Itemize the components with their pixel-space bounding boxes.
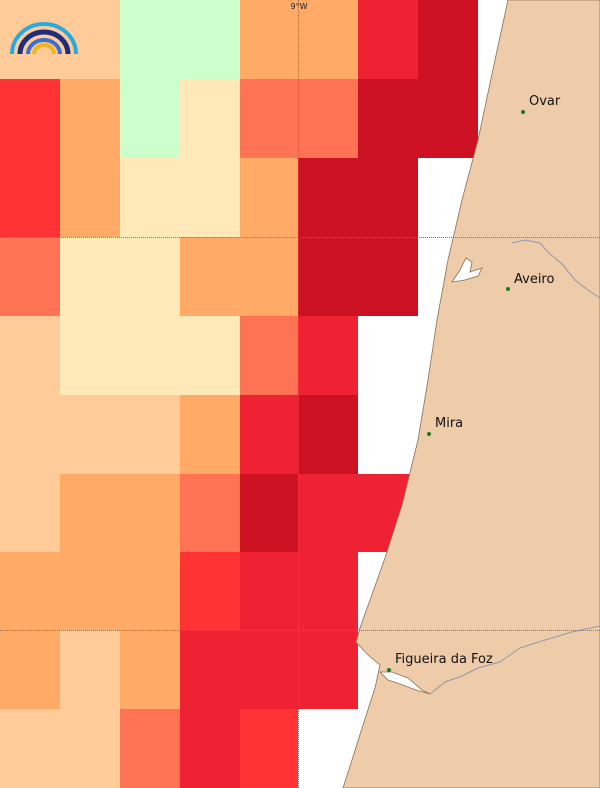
grid-cell (358, 0, 418, 79)
grid-cell (180, 709, 240, 788)
grid-cell (120, 630, 180, 709)
grid-cell (60, 79, 120, 158)
grid-cell (240, 0, 298, 79)
grid-cell (358, 237, 418, 316)
grid-cell (298, 395, 358, 474)
grid-cell (240, 474, 298, 552)
grid-cell (418, 0, 478, 79)
grid-cell (298, 316, 358, 395)
grid-cell (60, 158, 120, 237)
city-dot-figueira-da-foz[interactable] (387, 668, 391, 672)
grid-cell (180, 552, 240, 630)
grid-cell (0, 552, 60, 630)
grid-cell (60, 395, 120, 474)
grid-cell (60, 237, 120, 316)
grid-cell (180, 79, 240, 158)
grid-cell (298, 237, 358, 316)
grid-cell (60, 630, 120, 709)
portugal-coast (342, 0, 600, 788)
grid-cell (0, 237, 60, 316)
grid-cell (60, 474, 120, 552)
grid-cell (0, 630, 60, 709)
city-label-mira: Mira (435, 416, 464, 431)
longitude-label: 9°W (290, 2, 308, 11)
grid-cell (120, 709, 180, 788)
city-label-aveiro: Aveiro (514, 272, 555, 287)
grid-cell (180, 158, 240, 237)
meridian-9w (298, 0, 299, 788)
grid-cell (180, 0, 240, 79)
grid-cell (120, 237, 180, 316)
grid-cell (120, 552, 180, 630)
grid-cell (298, 158, 358, 237)
grid-cell (180, 630, 240, 709)
grid-cell (0, 158, 60, 237)
grid-cell (120, 0, 180, 79)
grid-cell (358, 79, 418, 158)
grid-cell (120, 395, 180, 474)
grid-cell (60, 316, 120, 395)
grid-cell (120, 158, 180, 237)
grid-cell (120, 316, 180, 395)
grid-cell (0, 395, 60, 474)
grid-cell (240, 316, 298, 395)
grid-cell (418, 79, 478, 158)
city-dot-aveiro[interactable] (506, 287, 510, 291)
grid-cell (0, 474, 60, 552)
grid-cell (298, 552, 358, 630)
river-vouga (511, 239, 600, 299)
grid-cell (0, 316, 60, 395)
grid-cell (240, 79, 298, 158)
grid-cell (298, 79, 358, 158)
grid-cell (0, 709, 60, 788)
grid-cell (180, 395, 240, 474)
parallel-lower (0, 630, 600, 631)
grid-cell (240, 395, 298, 474)
grid-cell (240, 709, 298, 788)
grid-cell (358, 158, 418, 237)
river-mondego (429, 625, 600, 695)
grid-cell (240, 158, 298, 237)
grid-cell (298, 474, 358, 552)
grid-cell (298, 0, 358, 79)
grid-cell (0, 79, 60, 158)
city-label-figueira-da-foz: Figueira da Foz (395, 652, 493, 667)
grid-cell (180, 316, 240, 395)
grid-cell (60, 552, 120, 630)
ria-de-aveiro (451, 257, 483, 283)
grid-cell (240, 237, 298, 316)
grid-cell (240, 630, 298, 709)
city-dot-mira[interactable] (427, 432, 431, 436)
city-dot-ovar[interactable] (521, 110, 525, 114)
rainbow-logo-icon (10, 22, 78, 55)
grid-cell (298, 630, 358, 709)
grid-cell (180, 474, 240, 552)
grid-cell (60, 709, 120, 788)
grid-cell (120, 79, 180, 158)
grid-cell (120, 474, 180, 552)
grid-cell (180, 237, 240, 316)
grid-cell (358, 316, 418, 395)
grid-cell (240, 552, 298, 630)
city-label-ovar: Ovar (529, 94, 561, 109)
grid-cell (358, 395, 418, 474)
parallel-upper (0, 237, 600, 238)
